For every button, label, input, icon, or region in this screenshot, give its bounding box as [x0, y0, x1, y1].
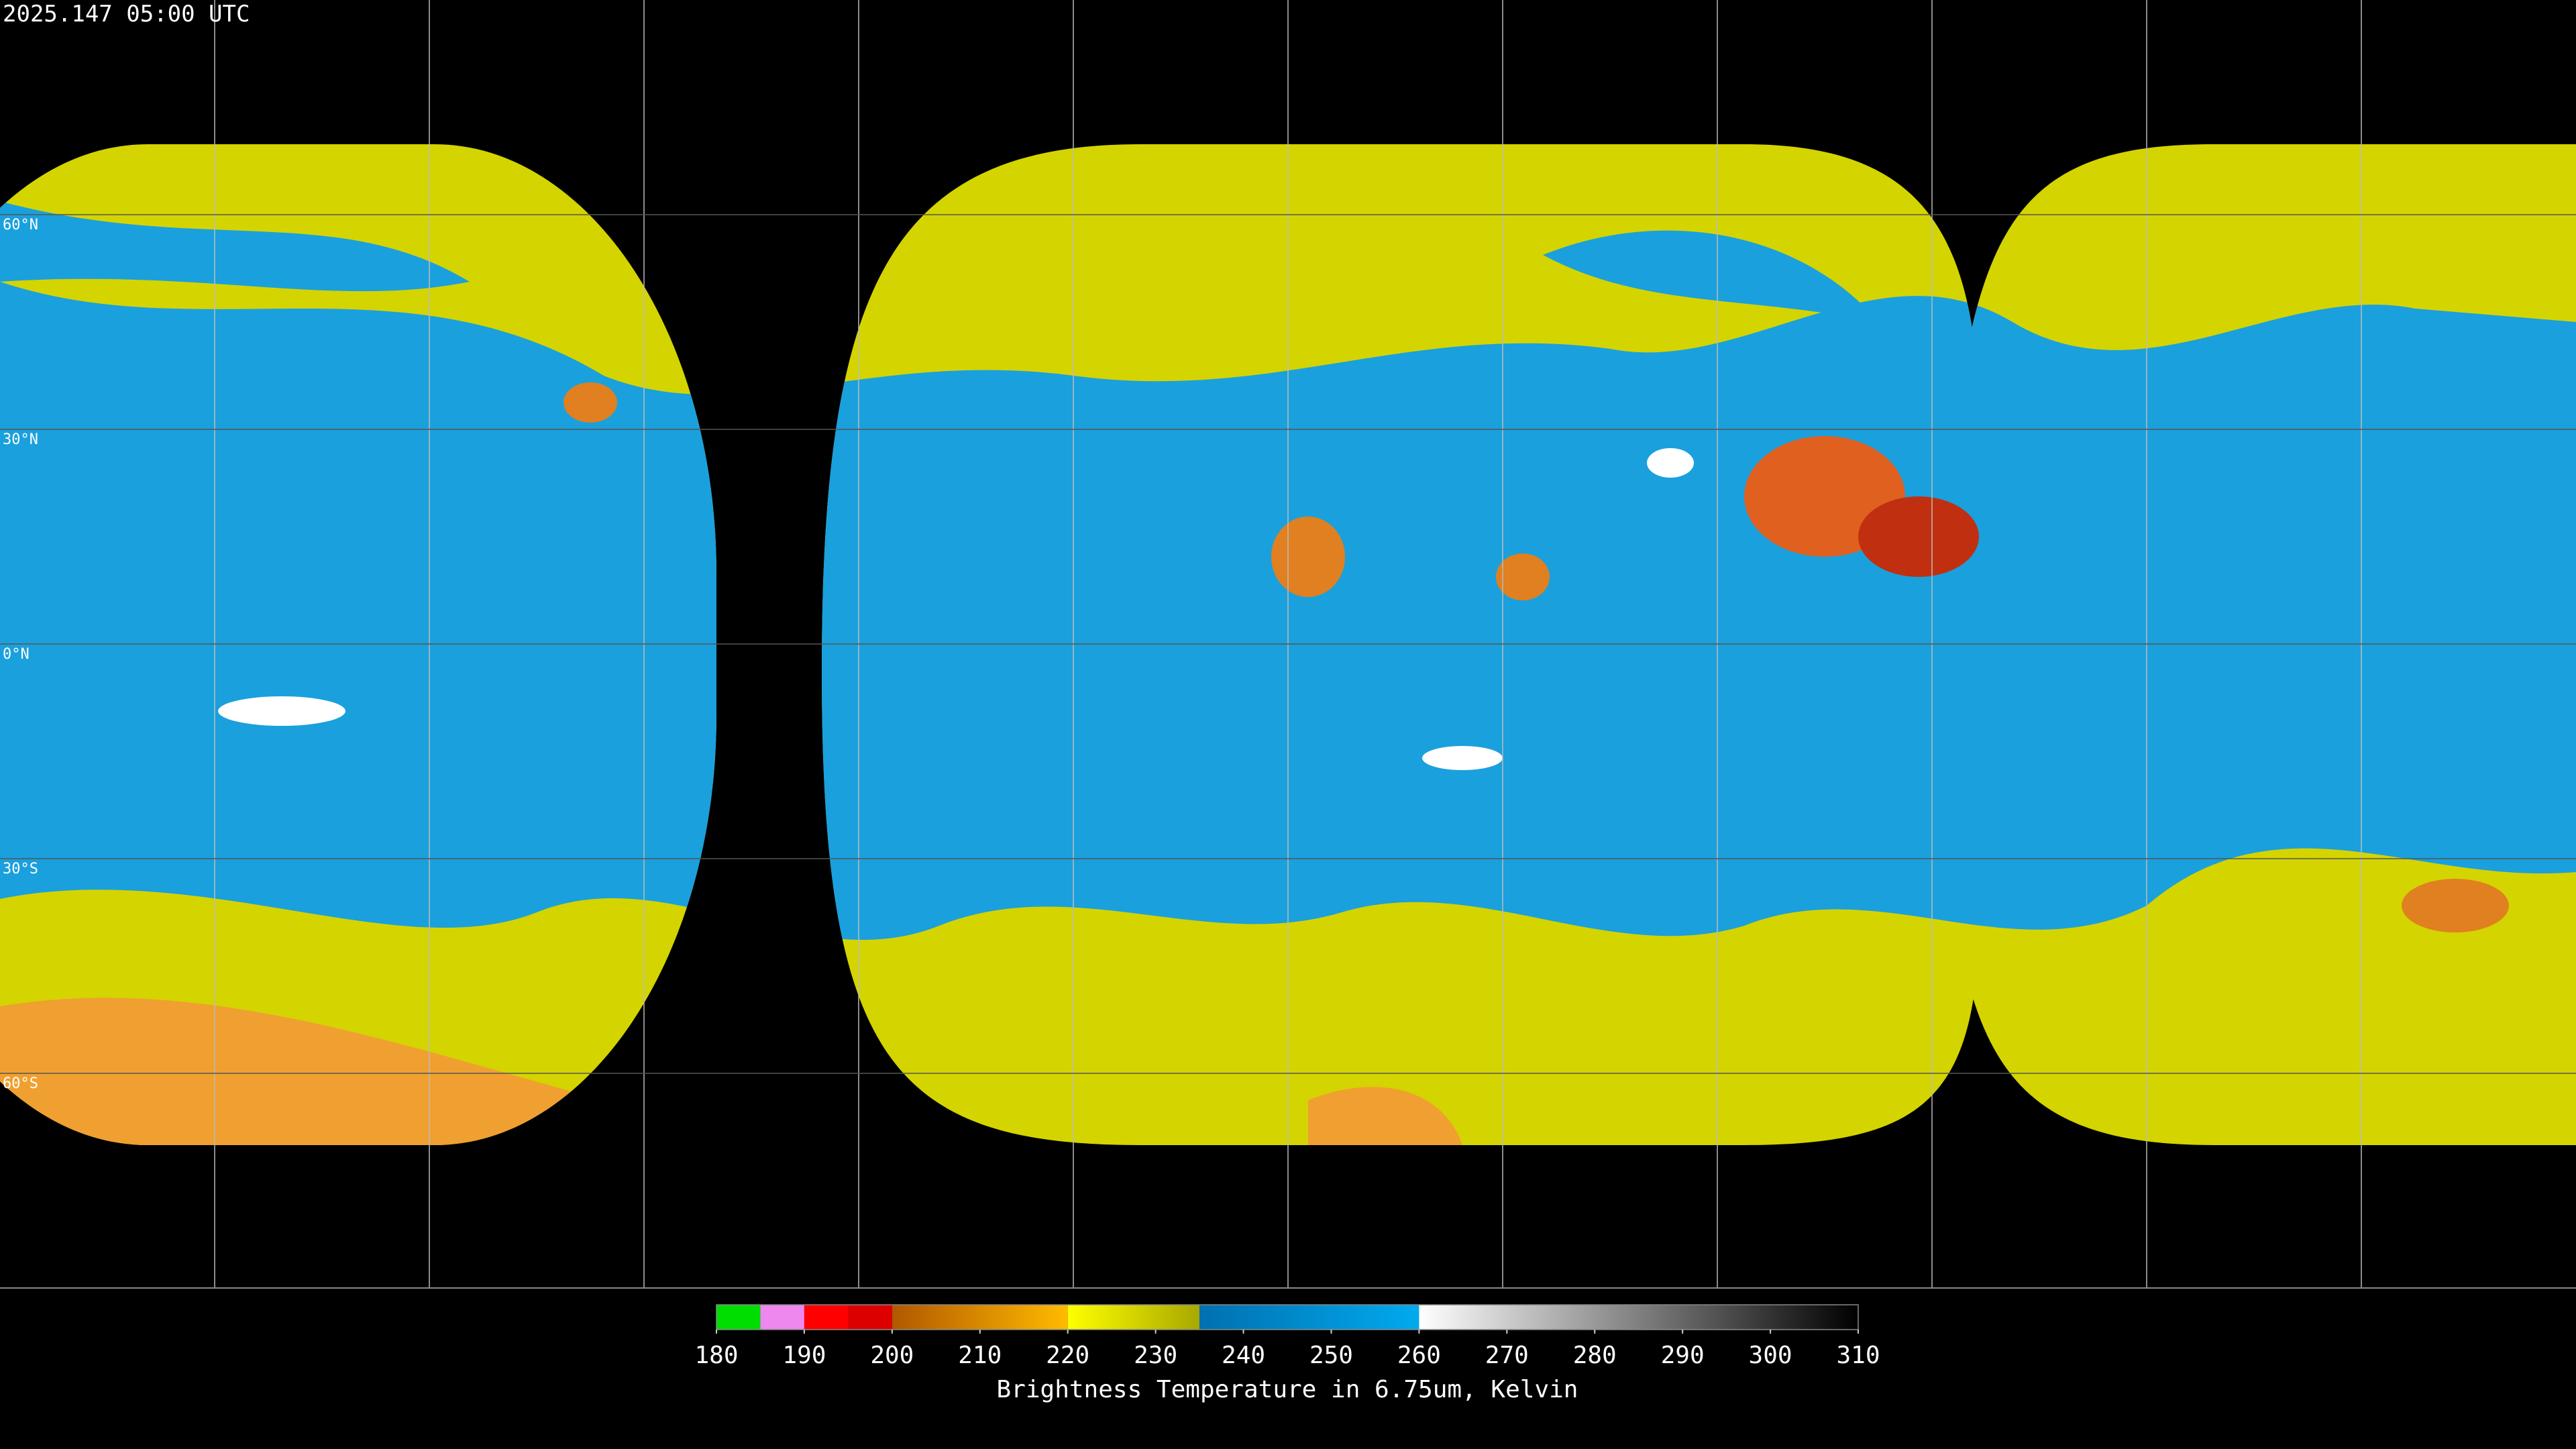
colorbar-tick-label: 210	[958, 1342, 1002, 1369]
colorbar-tick-label: 180	[694, 1342, 738, 1369]
colorbar-tick-label: 270	[1485, 1342, 1529, 1369]
colorbar-tick-label: 250	[1309, 1342, 1353, 1369]
convection	[1858, 496, 1979, 577]
colorbar-tick-label: 260	[1397, 1342, 1441, 1369]
colorbar-title: Brightness Temperature in 6.75um, Kelvin	[997, 1376, 1578, 1403]
colorbar-segment	[1419, 1305, 1858, 1330]
latitude-label: 30°N	[3, 431, 38, 448]
colorbar-tick-label: 240	[1222, 1342, 1265, 1369]
colorbar-tick-label: 310	[1836, 1342, 1880, 1369]
colorbar-tick-label: 300	[1749, 1342, 1792, 1369]
colorbar-segment	[804, 1305, 849, 1330]
colorbar-frame	[716, 1304, 1859, 1330]
warm-spot	[1422, 746, 1503, 770]
cold-region	[1308, 1087, 1462, 1145]
colorbar-tick-label: 200	[870, 1342, 914, 1369]
latitude-label: 60°S	[3, 1075, 38, 1092]
colorbar-segment	[1067, 1305, 1200, 1330]
convection	[564, 382, 617, 423]
colorbar-tick-label: 230	[1134, 1342, 1177, 1369]
moist-band	[0, 201, 470, 292]
warm-spot	[1647, 448, 1694, 478]
colorbar-segment	[716, 1305, 761, 1330]
colorbar-segment	[760, 1305, 804, 1330]
colorbar: 180 190 200 210 220 230 240 250 260 270 280 290 300 3…	[694, 1304, 1880, 1369]
colorbar-segment	[892, 1305, 1068, 1330]
cold-region	[0, 998, 604, 1145]
latitude-label: 60°N	[3, 217, 38, 233]
warm-spot	[218, 696, 345, 726]
timestamp: 2025.147 05:00 UTC	[3, 1, 250, 28]
convection	[1496, 553, 1550, 600]
graticule	[0, 0, 2576, 1289]
colorbar-tick-label: 220	[1046, 1342, 1089, 1369]
latitude-label: 30°S	[3, 861, 38, 877]
moist-band	[1543, 230, 1878, 322]
colorbar-segment	[848, 1305, 892, 1330]
colorbar-tick-label: 190	[782, 1342, 826, 1369]
convection	[1271, 517, 1345, 597]
colorbar-tick-label: 280	[1573, 1342, 1617, 1369]
latitude-labels: 60°N 30°N 0°N 30°S 60°S	[3, 217, 38, 1092]
colorbar-tick-label: 290	[1661, 1342, 1705, 1369]
colorbar-segment	[1199, 1305, 1419, 1330]
convection	[2402, 879, 2509, 932]
latitude-label: 0°N	[3, 646, 30, 663]
